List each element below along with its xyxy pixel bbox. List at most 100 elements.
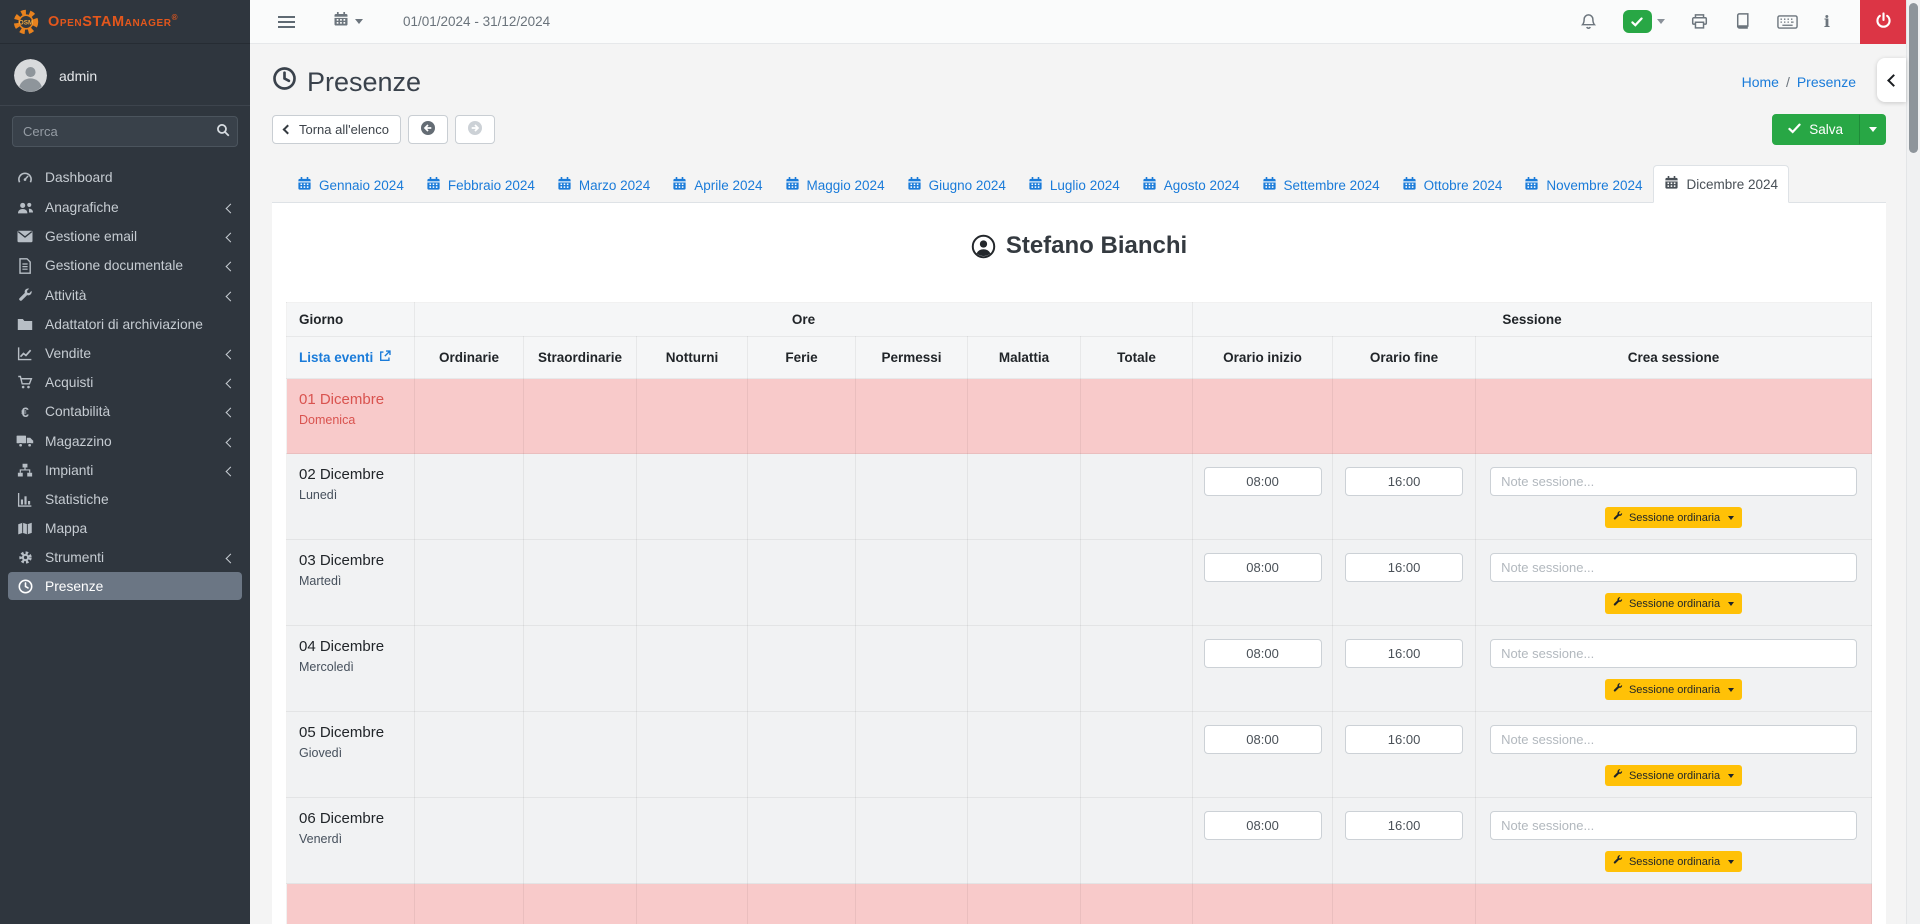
orario-fine-input[interactable] (1345, 553, 1464, 582)
tab-luglio-2024[interactable]: Luglio 2024 (1017, 166, 1131, 203)
orario-fine-input[interactable] (1345, 725, 1464, 754)
sessione-ordinaria-button[interactable]: Sessione ordinaria (1604, 593, 1743, 614)
tab-marzo-2024[interactable]: Marzo 2024 (546, 166, 661, 203)
date-range-picker[interactable] (333, 11, 363, 32)
ore-cell-ordinarie (414, 711, 524, 798)
search-icon (216, 123, 230, 140)
tab-novembre-2024[interactable]: Novembre 2024 (1513, 166, 1653, 203)
caret-down-icon (1728, 859, 1735, 864)
sessione-ordinaria-button[interactable]: Sessione ordinaria (1604, 679, 1743, 700)
ore-cell-malattia (967, 625, 1081, 712)
ore-cell-ordinarie (414, 883, 524, 924)
orario-fine-input[interactable] (1345, 467, 1464, 496)
caret-down-icon (1728, 515, 1735, 520)
tab-ottobre-2024[interactable]: Ottobre 2024 (1391, 166, 1514, 203)
sidebar: OSM OpenSTAManager® admin Dashboard Anag… (0, 0, 250, 924)
logout-power-button[interactable] (1860, 0, 1906, 44)
ore-cell-straordinarie (523, 883, 637, 924)
notifications-bell-icon[interactable] (1580, 13, 1597, 30)
orario-inizio-input[interactable] (1203, 811, 1322, 840)
orario-inizio-input[interactable] (1203, 639, 1322, 668)
sidebar-item-anagrafiche[interactable]: Anagrafiche (8, 193, 242, 221)
calendar-icon (672, 176, 687, 194)
registered-mark: ® (171, 13, 179, 23)
sidebar-item-dashboard[interactable]: Dashboard (8, 163, 242, 192)
sidebar-item-gestione-documentale[interactable]: Gestione documentale (8, 251, 242, 280)
orario-inizio-input[interactable] (1203, 467, 1322, 496)
tab-gennaio-2024[interactable]: Gennaio 2024 (286, 166, 415, 203)
events-list-link[interactable]: Lista eventi (299, 350, 391, 365)
docs-book-icon[interactable] (1734, 13, 1751, 30)
note-sessione-input[interactable] (1490, 725, 1857, 754)
note-sessione-input[interactable] (1490, 639, 1857, 668)
sidebar-item-statistiche[interactable]: Statistiche (8, 485, 242, 513)
session-cell-crea-sessione (1475, 883, 1872, 924)
ore-cell-ordinarie (414, 625, 524, 712)
sidebar-item-magazzino[interactable]: Magazzino (8, 427, 242, 455)
orario-fine-input[interactable] (1345, 639, 1464, 668)
next-record-button[interactable] (454, 115, 495, 144)
chevron-left-icon (225, 346, 236, 361)
calendar-icon (557, 176, 572, 194)
tab-aprile-2024[interactable]: Aprile 2024 (661, 166, 773, 203)
sidebar-item-contabilit[interactable]: € Contabilità (8, 397, 242, 426)
sidebar-item-strumenti[interactable]: Strumenti (8, 543, 242, 571)
sessione-ordinaria-button[interactable]: Sessione ordinaria (1604, 851, 1743, 872)
topbar-actions: i (1580, 0, 1906, 44)
ore-cell-straordinarie (523, 625, 637, 712)
save-button[interactable]: Salva (1772, 114, 1859, 145)
session-cell-orario-fine (1332, 883, 1477, 924)
print-icon[interactable] (1691, 13, 1708, 30)
app-logo[interactable]: OSM OpenSTAManager® (0, 0, 250, 44)
hamburger-menu-icon[interactable] (274, 12, 299, 32)
orario-inizio-input[interactable] (1203, 553, 1322, 582)
info-icon[interactable]: i (1823, 12, 1830, 31)
search-input[interactable] (13, 117, 209, 146)
note-sessione-input[interactable] (1490, 811, 1857, 840)
save-dropdown-toggle[interactable] (1859, 114, 1886, 145)
status-check-dropdown[interactable] (1622, 10, 1665, 33)
day-weekday: Martedì (299, 574, 342, 588)
osm-gear-logo-icon: OSM (12, 8, 40, 36)
search-button[interactable] (209, 117, 237, 146)
sidebar-item-vendite[interactable]: Vendite (8, 339, 242, 367)
sessione-ordinaria-button[interactable]: Sessione ordinaria (1604, 507, 1743, 528)
scrollbar-thumb[interactable] (1909, 3, 1918, 153)
tab-maggio-2024[interactable]: Maggio 2024 (774, 166, 896, 203)
sidebar-item-adattatori-di-archiviazione[interactable]: Adattatori di archiviazione (8, 310, 242, 338)
orario-fine-input[interactable] (1345, 811, 1464, 840)
sidebar-item-gestione-email[interactable]: Gestione email (8, 222, 242, 250)
sessione-ordinaria-button[interactable]: Sessione ordinaria (1604, 765, 1743, 786)
back-to-list-button[interactable]: Torna all'elenco (272, 115, 401, 144)
tab-agosto-2024[interactable]: Agosto 2024 (1131, 166, 1251, 203)
sidebar-item-impianti[interactable]: Impianti (8, 456, 242, 484)
sidebar-item-acquisti[interactable]: Acquisti (8, 368, 242, 396)
tab-dicembre-2024[interactable]: Dicembre 2024 (1653, 165, 1790, 203)
breadcrumb-home-link[interactable]: Home (1741, 74, 1779, 90)
vertical-scrollbar[interactable] (1906, 0, 1920, 924)
sidebar-item-attivit[interactable]: Attività (8, 281, 242, 309)
chevron-left-icon (225, 434, 236, 449)
tab-febbraio-2024[interactable]: Febbraio 2024 (415, 166, 546, 203)
user-panel[interactable]: admin (0, 44, 250, 106)
keyboard-shortcuts-icon[interactable] (1777, 14, 1798, 29)
euro-icon: € (21, 403, 29, 420)
sidebar-item-mappa[interactable]: Mappa (8, 514, 242, 542)
caret-down-icon (1728, 773, 1735, 778)
chart-line-icon (16, 346, 34, 361)
chart-bar-icon (16, 492, 34, 507)
widgets-collapse-handle[interactable] (1877, 58, 1906, 102)
orario-fine-cell (1332, 539, 1477, 626)
orario-inizio-input[interactable] (1203, 725, 1322, 754)
note-sessione-input[interactable] (1490, 553, 1857, 582)
calendar-icon (426, 176, 441, 194)
chevron-left-icon (225, 375, 236, 390)
tab-settembre-2024[interactable]: Settembre 2024 (1251, 166, 1391, 203)
previous-record-button[interactable] (407, 115, 448, 144)
tab-giugno-2024[interactable]: Giugno 2024 (896, 166, 1017, 203)
date-range-value[interactable]: 01/01/2024 - 31/12/2024 (403, 14, 551, 29)
sidebar-item-presenze[interactable]: Presenze (8, 572, 242, 600)
ore-cell-ferie (747, 711, 856, 798)
note-sessione-input[interactable] (1490, 467, 1857, 496)
breadcrumb-current-link[interactable]: Presenze (1796, 74, 1856, 90)
